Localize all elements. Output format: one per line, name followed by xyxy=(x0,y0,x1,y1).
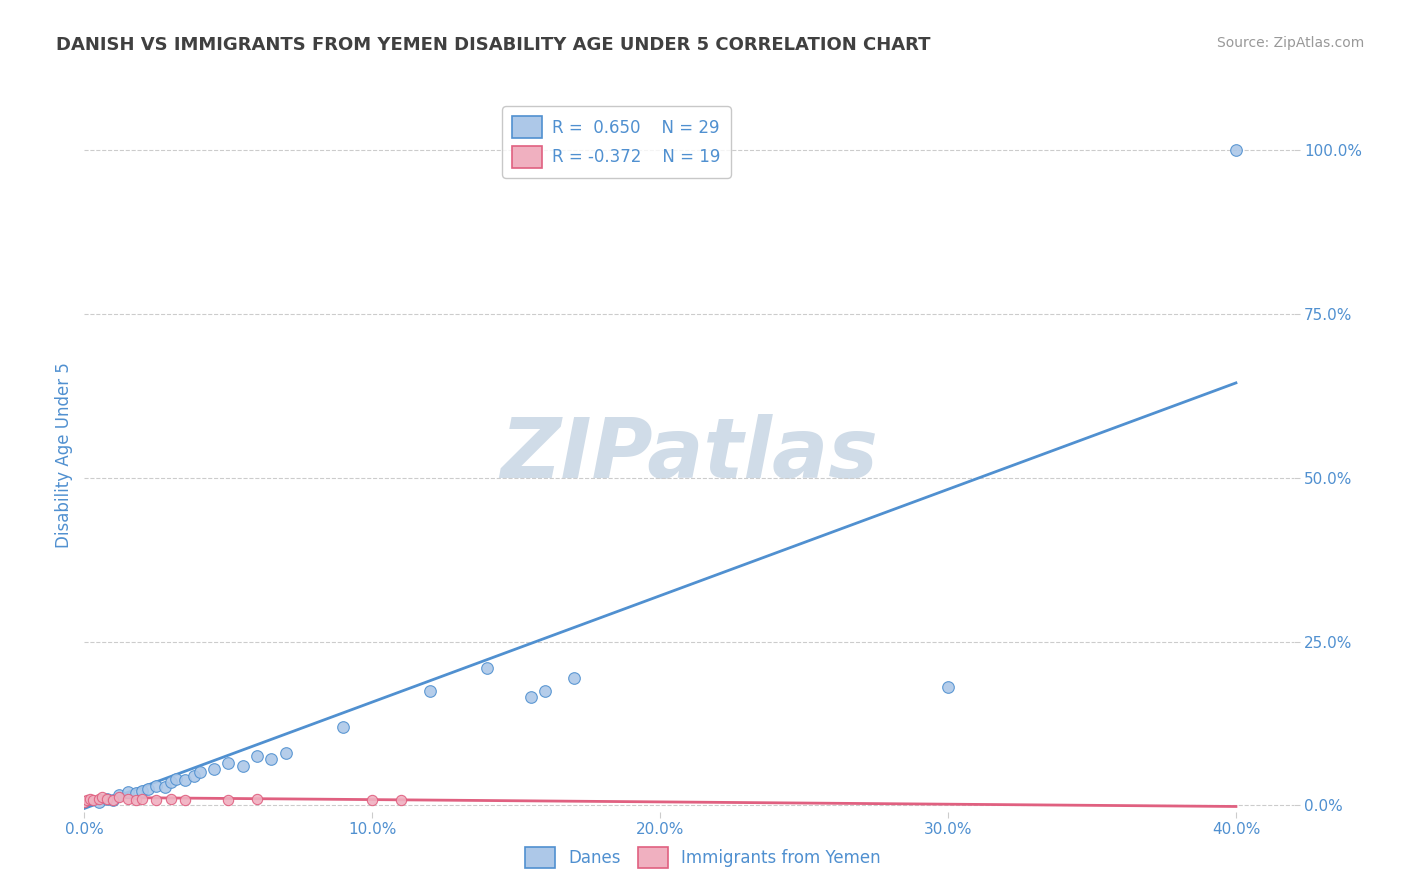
Point xyxy=(477,661,499,675)
Point xyxy=(125,793,148,807)
Point xyxy=(361,793,384,807)
Legend: Danes, Immigrants from Yemen: Danes, Immigrants from Yemen xyxy=(519,840,887,875)
Point xyxy=(79,791,101,805)
Point xyxy=(159,775,181,789)
Point xyxy=(153,780,176,794)
Point xyxy=(131,791,153,805)
Point xyxy=(108,790,131,805)
Point xyxy=(389,793,412,807)
Point xyxy=(76,793,98,807)
Point xyxy=(174,773,197,788)
Text: DANISH VS IMMIGRANTS FROM YEMEN DISABILITY AGE UNDER 5 CORRELATION CHART: DANISH VS IMMIGRANTS FROM YEMEN DISABILI… xyxy=(56,36,931,54)
Point xyxy=(562,671,585,685)
Point xyxy=(217,793,239,807)
Point xyxy=(166,772,188,786)
Point xyxy=(217,756,239,770)
Point xyxy=(96,791,118,805)
Point xyxy=(202,762,225,776)
Point xyxy=(108,789,131,803)
Point xyxy=(87,791,110,805)
Point xyxy=(260,752,283,766)
Point xyxy=(125,786,148,800)
Text: ZIPatlas: ZIPatlas xyxy=(501,415,877,495)
Point xyxy=(101,793,124,807)
Point xyxy=(101,793,124,807)
Point xyxy=(246,749,269,764)
Point xyxy=(87,795,110,809)
Point xyxy=(145,779,167,793)
Point xyxy=(232,759,254,773)
Point xyxy=(1225,144,1247,158)
Point xyxy=(246,791,269,805)
Point xyxy=(419,683,441,698)
Point xyxy=(936,681,959,695)
Y-axis label: Disability Age Under 5: Disability Age Under 5 xyxy=(55,362,73,548)
Point xyxy=(174,793,197,807)
Point xyxy=(131,784,153,798)
Point xyxy=(274,746,297,760)
Point xyxy=(534,683,557,698)
Point xyxy=(183,769,205,783)
Point xyxy=(117,791,139,805)
Point xyxy=(82,793,104,807)
Point xyxy=(117,785,139,799)
Point xyxy=(332,720,354,734)
Point xyxy=(96,791,118,805)
Point xyxy=(519,690,541,705)
Point xyxy=(145,793,167,807)
Point xyxy=(159,791,181,805)
Point xyxy=(73,795,96,809)
Point xyxy=(136,781,159,796)
Point xyxy=(90,790,112,805)
Legend: R =  0.650    N = 29, R = -0.372    N = 19: R = 0.650 N = 29, R = -0.372 N = 19 xyxy=(502,106,731,178)
Point xyxy=(188,765,211,780)
Text: Source: ZipAtlas.com: Source: ZipAtlas.com xyxy=(1216,36,1364,50)
